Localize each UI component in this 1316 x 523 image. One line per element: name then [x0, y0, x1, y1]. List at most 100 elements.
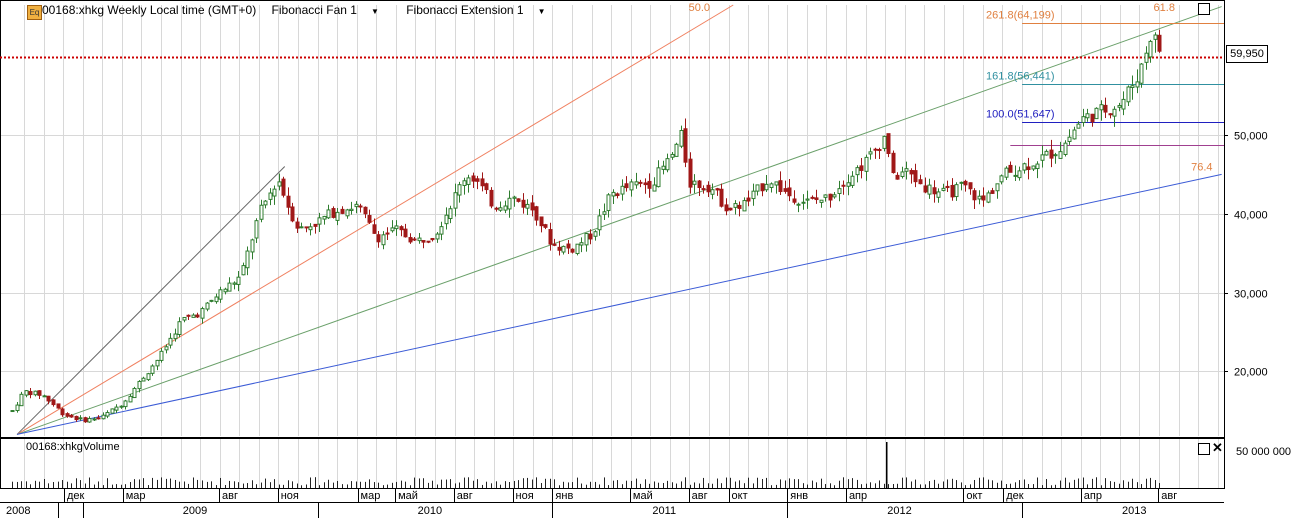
volume-bar	[261, 482, 262, 488]
volume-bar	[915, 479, 916, 488]
volume-bar	[103, 485, 104, 488]
volume-bar	[532, 479, 533, 488]
volume-bar	[974, 479, 975, 488]
volume-bar	[94, 484, 95, 488]
volume-bar	[830, 483, 831, 488]
volume-bar	[220, 477, 221, 488]
volume-bar	[870, 482, 871, 488]
volume-bar	[685, 477, 686, 488]
candle-body	[340, 208, 345, 214]
candle-body	[751, 190, 756, 200]
volume-bar	[595, 481, 596, 488]
candle-body	[674, 143, 679, 157]
volume-bar	[356, 481, 357, 488]
candle-body	[629, 181, 634, 191]
candle-body	[480, 178, 485, 187]
volume-bar	[631, 480, 632, 488]
candle-body	[367, 215, 372, 223]
candle-body	[968, 182, 973, 190]
candle-body	[706, 184, 711, 193]
candle-body	[841, 184, 846, 187]
volume-bar	[1037, 477, 1038, 488]
candle-body	[620, 185, 625, 195]
volume-bar	[1087, 484, 1088, 488]
candle-body	[299, 226, 304, 229]
candle-body	[521, 199, 526, 208]
x-month-label: ноя	[281, 490, 299, 502]
candle-body	[223, 288, 228, 293]
volume-bar	[44, 479, 45, 488]
candle-body	[1040, 154, 1045, 161]
volume-bar	[319, 485, 320, 488]
candle-body	[652, 184, 657, 192]
candle-body	[814, 197, 819, 201]
dropdown-arrow-icon[interactable]: ▼	[537, 7, 546, 16]
candle-body	[78, 417, 83, 420]
volume-bar	[387, 484, 388, 488]
volume-bar	[920, 484, 921, 488]
volume-bar	[658, 482, 659, 488]
volume-bar	[166, 478, 167, 488]
candle-body	[579, 242, 584, 246]
volume-bar	[1155, 480, 1156, 488]
volume-bar	[626, 480, 627, 488]
candle-body	[670, 153, 675, 158]
candle-body	[1144, 52, 1149, 63]
candle-body	[656, 167, 661, 188]
candle-body	[141, 377, 146, 382]
volume-bar	[1132, 478, 1133, 488]
candle-body	[769, 183, 774, 189]
volume-bar	[988, 479, 989, 488]
y-tick-label: 30,000	[1234, 289, 1268, 301]
volume-bar	[771, 485, 772, 488]
volume-bar	[1105, 478, 1106, 488]
volume-bar	[188, 483, 189, 488]
candle-body	[530, 202, 535, 211]
candle-body	[733, 203, 738, 208]
maximize-icon[interactable]	[1198, 443, 1210, 455]
volume-bar	[952, 478, 953, 488]
fib-fan-indicator[interactable]: Fibonacci Fan 1 ▼	[272, 3, 391, 17]
volume-bar	[130, 482, 131, 488]
candle-body	[624, 183, 629, 189]
dropdown-arrow-icon[interactable]: ▼	[370, 7, 379, 16]
close-icon[interactable]: ✕	[1212, 440, 1223, 455]
volume-bar	[477, 479, 478, 488]
candle-body	[913, 170, 918, 183]
volume-bar	[794, 479, 795, 488]
fib-extension-indicator[interactable]: Fibonacci Extension 1 ▼	[406, 3, 557, 17]
candle-body	[891, 152, 896, 174]
candle-body	[823, 194, 828, 198]
x-month-label: авг	[692, 490, 708, 502]
candle-body	[494, 207, 499, 210]
volume-bar	[184, 481, 185, 488]
volume-bar	[672, 482, 673, 488]
x-month-label: дек	[1006, 490, 1024, 502]
volume-bar	[1083, 477, 1084, 488]
x-month-label: авг	[1161, 490, 1177, 502]
candle-body	[74, 415, 79, 421]
candle-body	[349, 208, 354, 211]
volume-bar	[247, 483, 248, 488]
volume-bar	[62, 480, 63, 488]
candle-body	[941, 187, 946, 191]
volume-bar	[875, 483, 876, 488]
volume-bar	[748, 477, 749, 488]
x-year-label: 2009	[183, 505, 207, 517]
maximize-icon[interactable]	[1198, 3, 1210, 15]
volume-bar	[563, 481, 564, 488]
volume-bar	[879, 480, 880, 488]
candle-body	[697, 180, 702, 189]
volume-bar	[934, 479, 935, 488]
volume-bar	[762, 479, 763, 488]
volume-bar	[432, 480, 433, 488]
candle-body	[200, 308, 205, 319]
candle-body	[1117, 105, 1122, 108]
candle-body	[877, 149, 882, 152]
candle-body	[24, 390, 29, 396]
volume-bar	[604, 477, 605, 488]
volume-bar	[812, 480, 813, 488]
candle-body	[119, 405, 124, 408]
